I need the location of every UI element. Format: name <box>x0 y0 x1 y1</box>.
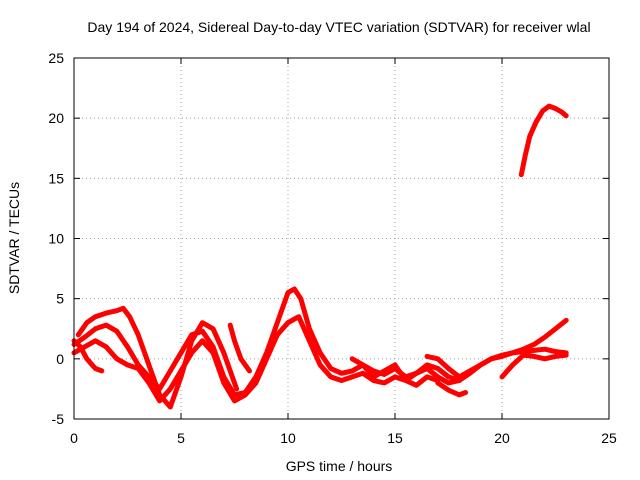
x-tick-label: 10 <box>280 430 296 446</box>
tick-layer: 0 5 10 15 20 25 -5 0 5 10 15 20 25 <box>48 50 617 446</box>
series-line-sat-c <box>75 305 240 410</box>
series-line-sat-h <box>435 380 469 398</box>
series-line-sat-f <box>349 317 569 383</box>
y-tick-label: -5 <box>52 411 65 427</box>
x-tick-label: 0 <box>70 430 78 446</box>
series-line-sat-g <box>424 346 569 380</box>
chart-title: Day 194 of 2024, Sidereal Day-to-day VTE… <box>87 19 590 35</box>
y-tick-label: 25 <box>48 50 64 66</box>
x-tick-label: 15 <box>387 430 403 446</box>
x-tick-label: 25 <box>601 430 617 446</box>
x-tick-label: 20 <box>494 430 510 446</box>
y-tick-label: 10 <box>48 231 64 247</box>
series-layer <box>71 103 569 410</box>
y-tick-label: 20 <box>48 110 64 126</box>
series-line-sat-d <box>71 338 105 374</box>
y-axis-label: SDTVAR / TECUs <box>6 182 22 294</box>
series-line-sat-b <box>71 314 441 404</box>
series-line-sat-j <box>518 103 569 178</box>
y-tick-label: 5 <box>56 291 64 307</box>
x-tick-label: 5 <box>177 430 185 446</box>
series-line-sat-e <box>227 322 252 374</box>
y-tick-label: 15 <box>48 170 64 186</box>
x-axis-label: GPS time / hours <box>286 458 393 474</box>
series-line-sat-i <box>499 352 569 380</box>
y-tick-label: 0 <box>56 351 64 367</box>
